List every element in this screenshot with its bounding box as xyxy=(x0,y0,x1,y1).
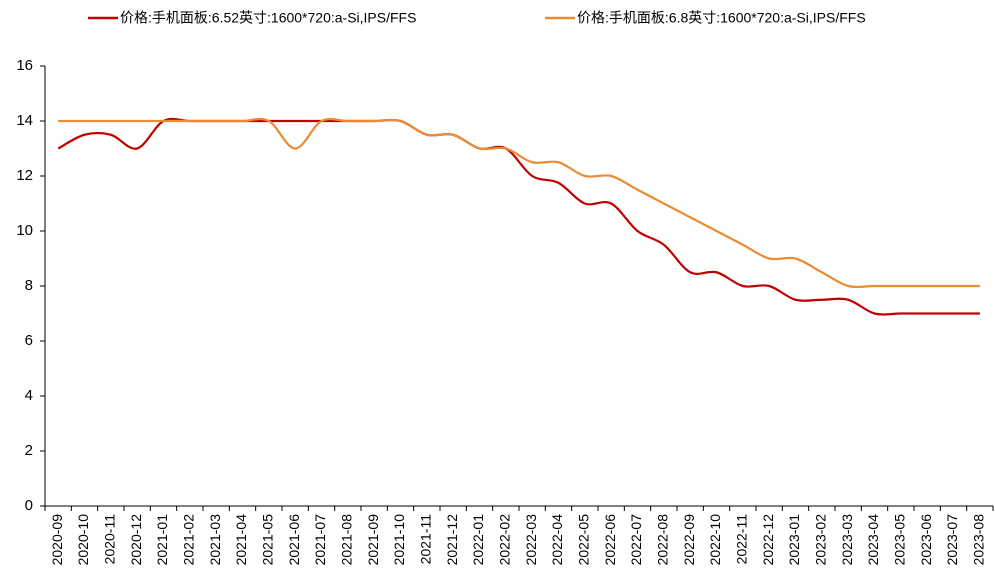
x-tick-label: 2021-07 xyxy=(312,514,328,566)
x-tick-label: 2021-04 xyxy=(233,514,249,566)
x-tick-label: 2021-12 xyxy=(444,514,460,566)
x-tick-label: 2021-03 xyxy=(207,514,223,566)
y-tick-label: 16 xyxy=(16,57,33,74)
x-tick-label: 2021-10 xyxy=(391,514,407,566)
x-tick-label: 2022-06 xyxy=(602,514,618,566)
x-tick-label: 2021-08 xyxy=(339,514,355,566)
x-tick-label: 2021-01 xyxy=(154,514,170,566)
x-tick-label: 2023-07 xyxy=(944,514,960,566)
line-series xyxy=(57,117,980,316)
x-tick-label: 2022-01 xyxy=(470,514,486,566)
legend-label: 价格:手机面板:6.8英寸:1600*720:a-Si,IPS/FFS xyxy=(577,10,866,26)
y-tick-label: 4 xyxy=(25,387,33,404)
x-tick-label: 2021-05 xyxy=(260,514,276,566)
x-tick-label: 2023-01 xyxy=(786,514,802,566)
legend-label: 价格:手机面板:6.52英寸:1600*720:a-Si,IPS/FFS xyxy=(120,10,416,26)
x-tick-label: 2020-12 xyxy=(128,514,144,566)
x-tick-label: 2022-11 xyxy=(734,514,750,565)
x-tick-label: 2023-03 xyxy=(839,514,855,566)
y-tick-label: 12 xyxy=(16,167,33,184)
x-tick-label: 2022-02 xyxy=(497,514,513,566)
y-tick-label: 6 xyxy=(25,332,33,349)
x-tick-label: 2021-09 xyxy=(365,514,381,566)
y-tick-label: 10 xyxy=(16,222,33,239)
x-tick-label: 2023-06 xyxy=(918,514,934,566)
x-tick-label: 2023-05 xyxy=(892,514,908,566)
x-tick-label: 2022-03 xyxy=(523,514,539,566)
x-tick-label: 2022-08 xyxy=(655,514,671,566)
x-tick-label: 2021-02 xyxy=(181,514,197,566)
y-tick-label: 14 xyxy=(16,112,33,129)
x-tick-label: 2021-11 xyxy=(418,514,434,565)
x-tick-label: 2023-08 xyxy=(971,514,987,566)
x-tick-label: 2022-05 xyxy=(576,514,592,566)
x-tick-label: 2022-04 xyxy=(549,514,565,566)
x-tick-label: 2021-06 xyxy=(286,514,302,566)
x-tick-label: 2022-10 xyxy=(707,514,723,566)
y-tick-label: 8 xyxy=(25,277,33,294)
x-tick-label: 2020-10 xyxy=(75,514,91,566)
y-tick-label: 0 xyxy=(25,497,33,514)
x-tick-label: 2023-04 xyxy=(865,514,881,566)
x-tick-label: 2022-07 xyxy=(628,514,644,566)
x-tick-label: 2020-11 xyxy=(102,514,118,565)
x-tick-label: 2023-02 xyxy=(813,514,829,566)
line-series xyxy=(58,117,980,289)
x-tick-label: 2020-09 xyxy=(49,514,65,566)
y-tick-label: 2 xyxy=(25,442,33,459)
x-tick-label: 2022-09 xyxy=(681,514,697,566)
x-tick-label: 2022-12 xyxy=(760,514,776,566)
